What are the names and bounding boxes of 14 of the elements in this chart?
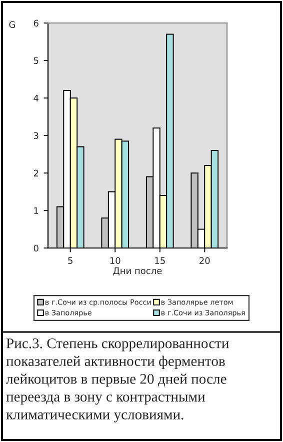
x-tick-label: 15	[155, 257, 165, 264]
x-tick-label: 20	[200, 257, 210, 264]
y-tick-label: 6	[34, 20, 38, 27]
y-axis-title: G	[9, 21, 15, 28]
y-tick-label: 0	[34, 244, 38, 252]
y-tick-label: 1	[34, 207, 38, 214]
y-tick-label: 2	[34, 170, 38, 176]
x-axis-title: Дни после	[113, 267, 162, 276]
x-tick-label: 10	[110, 257, 120, 264]
y-tick-label: 3	[34, 132, 38, 140]
y-tick-label: 4	[34, 94, 38, 102]
text: Рис.3. Степень скоррелированности показателей активности ферментов лейкоцитов в первые 20 дней после переезда в зону с контрастными климатическими условиями.	[6, 338, 229, 422]
x-tick-label: 5	[68, 257, 72, 264]
y-tick-label: 5	[34, 57, 38, 64]
